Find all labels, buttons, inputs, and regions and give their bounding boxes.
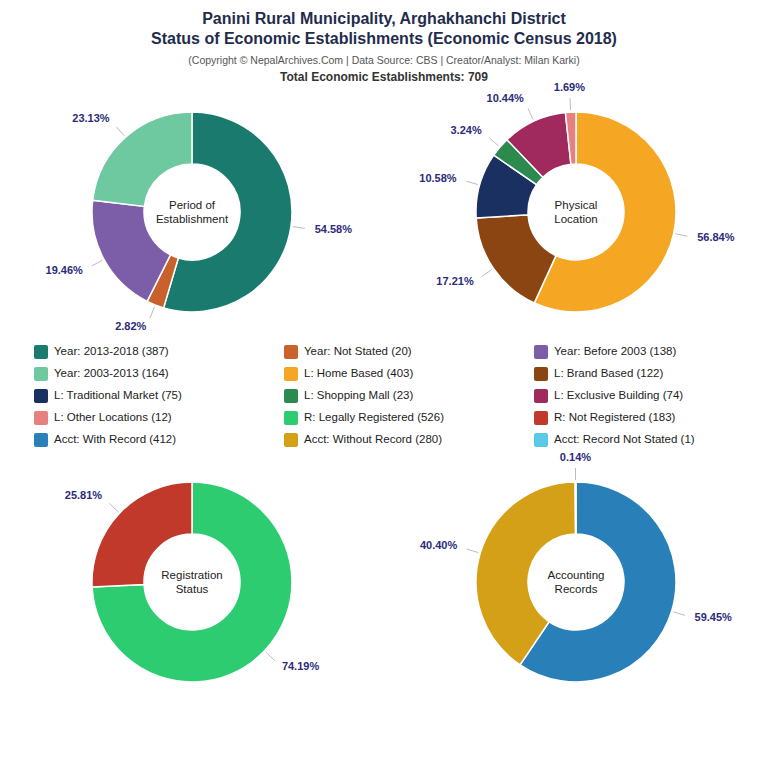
legend-entry: Acct: With Record (412): [54, 433, 176, 445]
legend-swatch: [284, 367, 298, 381]
data-label: 10.44%: [487, 92, 525, 104]
data-label: 23.13%: [72, 112, 110, 124]
data-label: 40.40%: [420, 539, 458, 551]
legend-entry: Acct: Without Record (280): [304, 433, 442, 445]
legend-swatch: [284, 411, 298, 425]
pie-title-line: Establishment: [156, 213, 229, 225]
data-label: 56.84%: [697, 231, 735, 243]
header: Panini Rural Municipality, Arghakhanchi …: [151, 10, 617, 84]
legend-swatch: [34, 367, 48, 381]
legend-entry: L: Shopping Mall (23): [304, 389, 413, 401]
leader-line: [116, 127, 124, 136]
background: [0, 0, 768, 768]
legend-entry: Year: Before 2003 (138): [554, 345, 676, 357]
chart-container: Panini Rural Municipality, Arghakhanchi …: [0, 0, 768, 768]
data-label: 1.69%: [554, 81, 585, 93]
legend-entry: L: Home Based (403): [304, 367, 413, 379]
pie-title: Period of Establishment: [156, 199, 229, 225]
legend-swatch: [34, 433, 48, 447]
leader-line: [266, 652, 275, 660]
leader-line: [569, 98, 571, 110]
pie-title-line: Accounting: [548, 569, 605, 581]
pie-slice: [574, 482, 576, 534]
leader-line: [676, 234, 688, 237]
data-label: 54.58%: [315, 223, 353, 235]
title-line: Status of Economic Establishments (Econo…: [151, 30, 617, 47]
legend-swatch: [534, 367, 548, 381]
pie-chart: 74.19% 25.81% Registration Status: [65, 482, 320, 682]
legend-entry: L: Brand Based (122): [554, 367, 663, 379]
leader-line: [528, 109, 533, 120]
leader-line: [92, 260, 103, 266]
legend-entry: L: Traditional Market (75): [54, 389, 182, 401]
pie-title-line: Physical: [555, 199, 598, 211]
pie-chart: 54.58% 2.82% 19.46% 23.13% Period of Establis…: [46, 112, 353, 332]
pie-title-line: Period of: [169, 199, 216, 211]
legend-swatch: [34, 345, 48, 359]
legend-swatch: [284, 433, 298, 447]
leader-line: [293, 227, 305, 229]
legend-entry: L: Exclusive Building (74): [554, 389, 683, 401]
title: Panini Rural Municipality, Arghakhanchi …: [151, 10, 617, 47]
pie-title-line: Records: [555, 583, 598, 595]
legend-entry: R: Legally Registered (526): [304, 411, 444, 423]
pie-chart: 59.45% 40.40% 0.14% Accounting Records: [420, 451, 732, 682]
data-label: 74.19%: [282, 660, 320, 672]
legend-swatch: [284, 389, 298, 403]
leader-line: [482, 270, 492, 277]
legend-swatch: [34, 411, 48, 425]
legend-swatch: [534, 345, 548, 359]
leader-line: [150, 307, 154, 318]
legend-entry: Acct: Record Not Stated (1): [554, 433, 695, 445]
pie-slice: [476, 215, 556, 303]
legend-entry: Year: Not Stated (20): [304, 345, 412, 357]
pie-title: Accounting Records: [548, 569, 605, 595]
legend-swatch: [534, 433, 548, 447]
leader-line: [109, 503, 118, 511]
legend-swatch: [534, 389, 548, 403]
legend-entry: L: Other Locations (12): [54, 411, 172, 423]
leader-line: [466, 181, 478, 184]
pie-title-line: Location: [554, 213, 597, 225]
data-label: 25.81%: [65, 489, 103, 501]
pie-slice: [92, 482, 292, 682]
pie-title-line: Registration: [161, 569, 222, 581]
legend-entry: R: Not Registered (183): [554, 411, 676, 423]
legend-entry: Year: 2013-2018 (387): [54, 345, 169, 357]
data-label: 3.24%: [451, 124, 482, 136]
pie-title: Physical Location: [554, 199, 597, 225]
annotation: Total Economic Establishments: 709: [280, 70, 488, 84]
legend-swatch: [34, 389, 48, 403]
leader-line: [489, 138, 498, 146]
pie-slice: [565, 112, 576, 164]
subtitle: (Copyright © NepalArchives.Com | Data So…: [188, 54, 579, 66]
pie-chart: 56.84% 17.21% 10.58% 3.24% 10.44% 1.69% Physic…: [419, 81, 734, 312]
leader-line: [575, 468, 576, 480]
data-label: 0.14%: [560, 451, 591, 463]
pie-slice: [93, 112, 192, 206]
title-line: Panini Rural Municipality, Arghakhanchi …: [202, 10, 566, 27]
data-label: 10.58%: [419, 172, 457, 184]
pie-title: Registration Status: [161, 569, 222, 595]
pie-title-line: Status: [176, 583, 209, 595]
pie-slice: [507, 113, 571, 178]
leader-line: [674, 612, 685, 616]
legend: Year: 2013-2018 (387) Year: Not Stated (2…: [34, 345, 695, 447]
legend-entry: Year: 2003-2013 (164): [54, 367, 169, 379]
chart-svg: Panini Rural Municipality, Arghakhanchi …: [0, 0, 768, 768]
data-label: 2.82%: [115, 320, 146, 332]
data-label: 59.45%: [695, 611, 733, 623]
legend-swatch: [534, 411, 548, 425]
data-label: 17.21%: [436, 275, 474, 287]
legend-swatch: [284, 345, 298, 359]
data-label: 19.46%: [46, 264, 84, 276]
leader-line: [467, 549, 478, 552]
